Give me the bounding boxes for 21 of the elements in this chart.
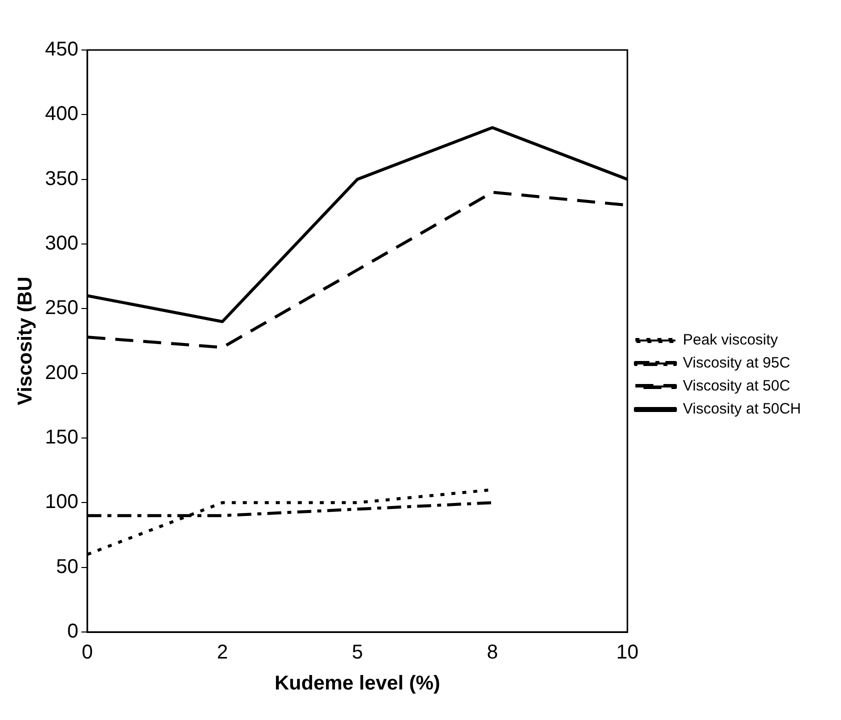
x-tick-label: 2 bbox=[216, 642, 228, 664]
y-tick-label: 250 bbox=[44, 297, 78, 320]
y-tick-label: 400 bbox=[44, 103, 78, 126]
y-tick-label: 100 bbox=[44, 491, 78, 514]
x-tick-label: 8 bbox=[486, 642, 498, 664]
legend-label: Viscosity at 50CH bbox=[682, 400, 802, 418]
y-tick-label: 150 bbox=[44, 426, 78, 449]
x-tick-label: 10 bbox=[616, 642, 639, 664]
legend-label: Peak viscosity bbox=[682, 332, 778, 349]
y-tick-label: 0 bbox=[67, 620, 78, 643]
x-tick-label: 0 bbox=[82, 642, 93, 664]
x-axis-title: Kudeme level (%) bbox=[274, 672, 440, 695]
y-tick-label: 50 bbox=[56, 556, 78, 578]
legend-label: Viscosity at 95C bbox=[682, 354, 790, 372]
x-tick-label: 5 bbox=[352, 642, 363, 664]
legend-label: Viscosity at 50C bbox=[682, 378, 790, 395]
y-tick-label: 350 bbox=[44, 168, 78, 190]
y-axis-title: Viscosity (BU bbox=[14, 276, 37, 406]
y-tick-label: 450 bbox=[44, 38, 78, 61]
y-tick-label: 200 bbox=[44, 362, 78, 384]
y-tick-label: 300 bbox=[44, 232, 78, 255]
